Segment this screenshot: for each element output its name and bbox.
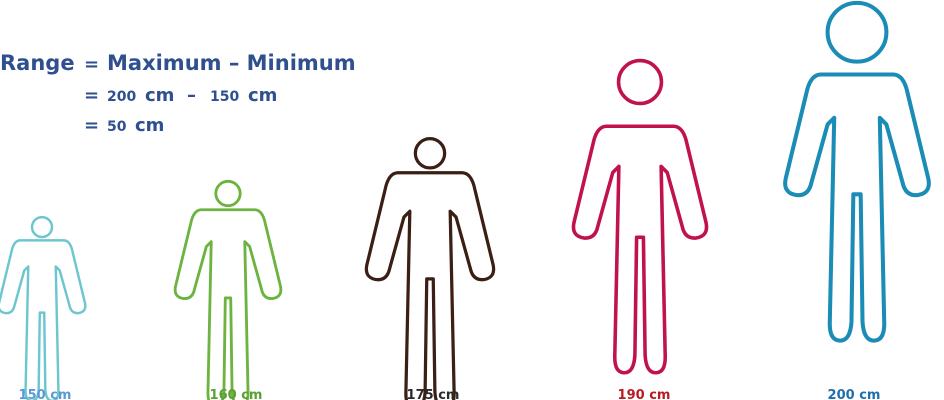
formula-result-unit: cm bbox=[135, 115, 164, 136]
figure-175-label: 175 cm bbox=[407, 388, 460, 400]
range-label: Range bbox=[0, 51, 75, 75]
person-icon bbox=[0, 215, 87, 400]
figure-160 bbox=[173, 179, 283, 400]
range-formula: Range = Maximum – Minimum = 200 cm – 150… bbox=[0, 51, 356, 136]
formula-result-value: 50 bbox=[107, 119, 127, 135]
figure-150-label: 150 cm bbox=[19, 388, 72, 400]
figure-200 bbox=[783, 0, 931, 343]
figure-190-label: 190 cm bbox=[618, 388, 671, 400]
person-icon bbox=[173, 179, 283, 400]
equals-sign-2: = bbox=[84, 85, 99, 106]
figure-150 bbox=[0, 215, 87, 400]
person-icon bbox=[783, 0, 931, 343]
figure-160-label: 160 cm bbox=[210, 388, 263, 400]
person-icon bbox=[571, 58, 709, 375]
person-icon bbox=[364, 137, 496, 400]
formula-min-unit: cm bbox=[248, 85, 277, 106]
equals-sign-3: = bbox=[84, 115, 99, 136]
figure-175 bbox=[364, 137, 496, 400]
formula-maximum-minimum: Maximum – Minimum bbox=[107, 51, 356, 75]
formula-max-value: 200 bbox=[107, 89, 136, 105]
figure-200-label: 200 cm bbox=[828, 388, 881, 400]
formula-min-value: 150 bbox=[210, 89, 239, 105]
formula-minus-sign: – bbox=[187, 85, 196, 106]
figure-190 bbox=[571, 58, 709, 375]
formula-max-unit: cm bbox=[145, 85, 174, 106]
equals-sign-1: = bbox=[84, 54, 99, 75]
